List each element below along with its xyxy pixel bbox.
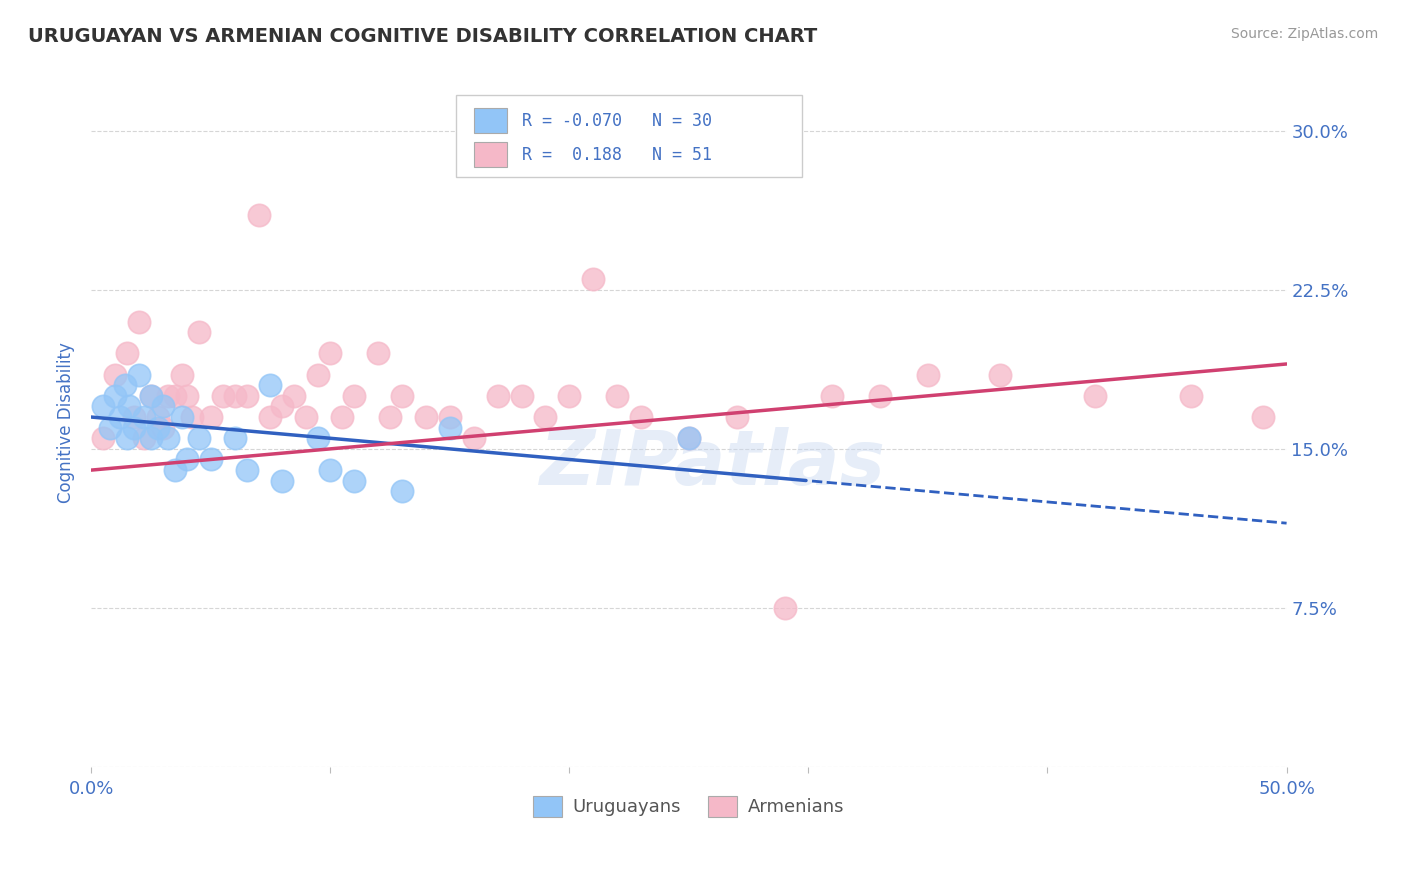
Point	[259, 410, 281, 425]
Point	[224, 431, 246, 445]
Point	[104, 368, 127, 382]
Point	[343, 389, 366, 403]
Point	[187, 325, 209, 339]
Point	[486, 389, 509, 403]
Point	[630, 410, 652, 425]
Point	[114, 378, 136, 392]
Point	[122, 420, 145, 434]
Point	[224, 389, 246, 403]
Point	[367, 346, 389, 360]
Point	[170, 410, 193, 425]
Point	[307, 368, 329, 382]
Text: R = -0.070   N = 30: R = -0.070 N = 30	[522, 112, 711, 130]
Point	[156, 389, 179, 403]
Point	[1251, 410, 1274, 425]
Point	[582, 272, 605, 286]
Point	[391, 484, 413, 499]
Point	[415, 410, 437, 425]
Point	[139, 389, 162, 403]
Point	[200, 452, 222, 467]
Point	[146, 410, 169, 425]
Point	[1084, 389, 1107, 403]
Point	[869, 389, 891, 403]
Point	[319, 346, 342, 360]
Point	[558, 389, 581, 403]
Text: ZIPatlas: ZIPatlas	[540, 426, 886, 500]
Point	[343, 474, 366, 488]
Point	[235, 463, 257, 477]
Point	[678, 431, 700, 445]
Point	[439, 420, 461, 434]
Point	[176, 452, 198, 467]
Point	[152, 400, 174, 414]
Point	[152, 420, 174, 434]
Point	[247, 208, 270, 222]
Point	[307, 431, 329, 445]
Point	[725, 410, 748, 425]
Point	[108, 410, 131, 425]
Point	[378, 410, 401, 425]
Point	[606, 389, 628, 403]
Point	[534, 410, 557, 425]
Point	[139, 389, 162, 403]
Point	[176, 389, 198, 403]
Point	[139, 431, 162, 445]
Text: URUGUAYAN VS ARMENIAN COGNITIVE DISABILITY CORRELATION CHART: URUGUAYAN VS ARMENIAN COGNITIVE DISABILI…	[28, 27, 817, 45]
Point	[91, 400, 114, 414]
FancyBboxPatch shape	[474, 142, 508, 167]
Point	[283, 389, 305, 403]
Text: R =  0.188   N = 51: R = 0.188 N = 51	[522, 146, 711, 164]
Point	[170, 368, 193, 382]
Point	[163, 389, 186, 403]
Point	[271, 474, 294, 488]
Point	[115, 346, 138, 360]
Point	[439, 410, 461, 425]
Point	[391, 389, 413, 403]
Point	[200, 410, 222, 425]
Point	[128, 368, 150, 382]
Point	[156, 431, 179, 445]
FancyBboxPatch shape	[456, 95, 803, 178]
Point	[118, 400, 141, 414]
Point	[132, 431, 155, 445]
Point	[211, 389, 233, 403]
Point	[319, 463, 342, 477]
Point	[146, 420, 169, 434]
Point	[180, 410, 202, 425]
Point	[773, 601, 796, 615]
Point	[104, 389, 127, 403]
Legend: Uruguayans, Armenians: Uruguayans, Armenians	[526, 789, 852, 824]
Point	[1180, 389, 1202, 403]
FancyBboxPatch shape	[474, 108, 508, 133]
Point	[115, 431, 138, 445]
Point	[98, 420, 121, 434]
Text: Source: ZipAtlas.com: Source: ZipAtlas.com	[1230, 27, 1378, 41]
Point	[187, 431, 209, 445]
Point	[271, 400, 294, 414]
Point	[122, 410, 145, 425]
Point	[235, 389, 257, 403]
Point	[132, 410, 155, 425]
Point	[330, 410, 353, 425]
Y-axis label: Cognitive Disability: Cognitive Disability	[58, 342, 75, 503]
Point	[988, 368, 1011, 382]
Point	[463, 431, 485, 445]
Point	[510, 389, 533, 403]
Point	[163, 463, 186, 477]
Point	[128, 314, 150, 328]
Point	[295, 410, 318, 425]
Point	[259, 378, 281, 392]
Point	[91, 431, 114, 445]
Point	[678, 431, 700, 445]
Point	[821, 389, 844, 403]
Point	[917, 368, 939, 382]
